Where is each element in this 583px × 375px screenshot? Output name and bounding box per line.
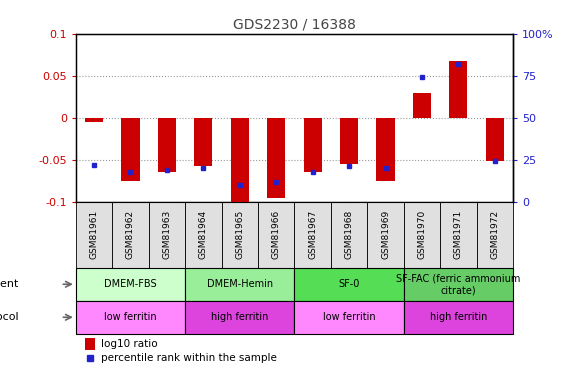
Bar bbox=[267, 118, 285, 198]
FancyBboxPatch shape bbox=[403, 202, 440, 268]
FancyBboxPatch shape bbox=[76, 268, 185, 301]
FancyBboxPatch shape bbox=[476, 202, 513, 268]
Bar bbox=[85, 338, 96, 350]
Text: DMEM-FBS: DMEM-FBS bbox=[104, 279, 157, 289]
Text: GSM81967: GSM81967 bbox=[308, 210, 317, 260]
Title: GDS2230 / 16388: GDS2230 / 16388 bbox=[233, 17, 356, 31]
Bar bbox=[304, 118, 322, 172]
FancyBboxPatch shape bbox=[294, 268, 403, 301]
Bar bbox=[377, 118, 395, 181]
Text: GSM81964: GSM81964 bbox=[199, 210, 208, 259]
Text: GSM81972: GSM81972 bbox=[490, 210, 499, 259]
Text: GSM81966: GSM81966 bbox=[272, 210, 280, 260]
Text: log10 ratio: log10 ratio bbox=[101, 339, 158, 349]
Bar bbox=[486, 118, 504, 161]
Text: low ferritin: low ferritin bbox=[323, 312, 375, 322]
Bar bbox=[158, 118, 176, 172]
Text: GSM81962: GSM81962 bbox=[126, 210, 135, 259]
FancyBboxPatch shape bbox=[149, 202, 185, 268]
FancyBboxPatch shape bbox=[112, 202, 149, 268]
Bar bbox=[413, 93, 431, 118]
Text: GSM81965: GSM81965 bbox=[236, 210, 244, 260]
Text: low ferritin: low ferritin bbox=[104, 312, 157, 322]
Text: GSM81963: GSM81963 bbox=[163, 210, 171, 260]
Text: GSM81961: GSM81961 bbox=[90, 210, 99, 260]
FancyBboxPatch shape bbox=[185, 202, 222, 268]
Bar bbox=[121, 118, 139, 181]
FancyBboxPatch shape bbox=[294, 301, 403, 334]
FancyBboxPatch shape bbox=[76, 301, 185, 334]
FancyBboxPatch shape bbox=[294, 202, 331, 268]
Text: GSM81969: GSM81969 bbox=[381, 210, 390, 260]
Text: agent: agent bbox=[0, 279, 19, 289]
FancyBboxPatch shape bbox=[258, 202, 294, 268]
FancyBboxPatch shape bbox=[440, 202, 476, 268]
Text: growth protocol: growth protocol bbox=[0, 312, 19, 322]
Text: high ferritin: high ferritin bbox=[430, 312, 487, 322]
Text: SF-0: SF-0 bbox=[338, 279, 360, 289]
FancyBboxPatch shape bbox=[222, 202, 258, 268]
FancyBboxPatch shape bbox=[403, 268, 513, 301]
Text: DMEM-Hemin: DMEM-Hemin bbox=[207, 279, 273, 289]
FancyBboxPatch shape bbox=[76, 202, 112, 268]
Bar bbox=[449, 61, 468, 118]
Bar bbox=[340, 118, 358, 164]
Text: high ferritin: high ferritin bbox=[211, 312, 268, 322]
Text: SF-FAC (ferric ammonium
citrate): SF-FAC (ferric ammonium citrate) bbox=[396, 273, 521, 295]
FancyBboxPatch shape bbox=[403, 301, 513, 334]
FancyBboxPatch shape bbox=[185, 301, 294, 334]
Bar bbox=[231, 118, 249, 202]
Bar bbox=[85, 118, 103, 122]
Text: GSM81968: GSM81968 bbox=[345, 210, 353, 260]
FancyBboxPatch shape bbox=[331, 202, 367, 268]
Text: GSM81971: GSM81971 bbox=[454, 210, 463, 260]
Text: percentile rank within the sample: percentile rank within the sample bbox=[101, 353, 277, 363]
Text: GSM81970: GSM81970 bbox=[417, 210, 426, 260]
FancyBboxPatch shape bbox=[367, 202, 403, 268]
FancyBboxPatch shape bbox=[185, 268, 294, 301]
Bar bbox=[194, 118, 212, 166]
